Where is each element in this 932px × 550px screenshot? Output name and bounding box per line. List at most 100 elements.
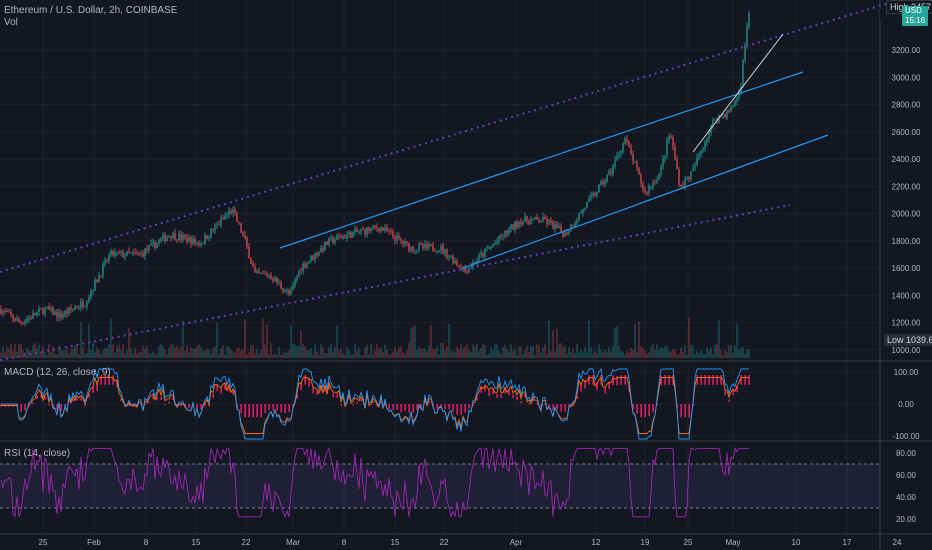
- macd-label: MACD (12, 26, close, 9): [4, 367, 111, 378]
- volume-bar: [104, 348, 106, 358]
- macd-histogram-bar: [32, 402, 34, 405]
- macd-histogram-bar: [576, 395, 578, 400]
- volume-bar: [422, 349, 424, 358]
- candle-body: [734, 101, 736, 107]
- candle-body: [452, 256, 454, 264]
- candle-body: [220, 218, 222, 226]
- macd-histogram-bar: [604, 387, 606, 394]
- candle-body: [642, 183, 644, 190]
- volume-bar: [416, 349, 418, 358]
- volume-bar: [46, 354, 48, 358]
- candle-body: [130, 252, 132, 254]
- volume-bar: [188, 352, 190, 358]
- volume-bar: [644, 350, 646, 358]
- macd-histogram-bar: [400, 404, 402, 413]
- macd-histogram-bar: [164, 404, 166, 406]
- candle-body: [488, 248, 490, 249]
- volume-bar: [38, 344, 40, 358]
- candle-body: [560, 226, 562, 232]
- macd-histogram-bar: [228, 384, 230, 392]
- macd-histogram-bar: [728, 399, 730, 402]
- candle-body: [538, 219, 540, 223]
- macd-histogram-bar: [680, 404, 682, 418]
- candle-body: [46, 306, 48, 308]
- candle-body: [342, 236, 344, 239]
- volume-bar: [740, 347, 742, 358]
- candle-body: [568, 230, 570, 234]
- candle-body: [292, 285, 294, 290]
- low-label: Low: [887, 335, 904, 345]
- volume-bar: [246, 354, 248, 358]
- candle-body: [226, 214, 228, 217]
- lower-dotted-channel: [0, 204, 791, 361]
- candle-body: [336, 235, 338, 240]
- candle-body: [588, 198, 590, 202]
- macd-histogram-bar: [188, 404, 190, 409]
- macd-histogram-bar: [348, 395, 350, 399]
- volume-bar: [706, 346, 708, 358]
- macd-histogram-bar: [128, 404, 130, 406]
- candle-body: [482, 253, 484, 257]
- time-tick-label: 10: [792, 538, 801, 547]
- volume-bar: [146, 346, 148, 358]
- candle-body: [500, 235, 502, 238]
- candle-body: [460, 266, 462, 271]
- candle-body: [394, 236, 396, 241]
- volume-bar: [264, 344, 266, 358]
- macd-histogram-bar: [144, 404, 146, 406]
- volume-bar: [660, 346, 662, 358]
- price-tick-label: 1400.00: [892, 291, 921, 300]
- volume-bar: [26, 347, 28, 358]
- time-tick-label: 22: [242, 538, 251, 547]
- candle-body: [238, 222, 240, 224]
- volume-bar: [366, 344, 368, 358]
- volume-bar: [702, 353, 704, 358]
- macd-histogram-bar: [200, 404, 202, 410]
- macd-histogram-bar: [372, 401, 374, 404]
- rsi-tick-label: 40.00: [896, 493, 917, 502]
- macd-histogram-bar: [180, 404, 182, 407]
- volume-bar: [656, 344, 658, 358]
- volume-bar: [602, 352, 604, 358]
- volume-bar: [488, 353, 490, 358]
- candle-body: [688, 177, 690, 180]
- macd-histogram-bar: [508, 389, 510, 396]
- macd-histogram-bar: [60, 404, 62, 411]
- volume-bar: [414, 325, 416, 358]
- candle-body: [378, 228, 380, 232]
- macd-histogram-bar: [232, 389, 234, 395]
- volume-bar: [182, 320, 184, 358]
- candle-body: [62, 314, 64, 318]
- candle-body: [666, 140, 668, 156]
- volume-bar: [466, 343, 468, 358]
- steep-trend-line: [692, 33, 784, 153]
- volume-bar: [532, 345, 534, 358]
- macd-histogram-bar: [620, 375, 622, 385]
- macd-histogram-bar: [696, 375, 698, 385]
- volume-bar: [122, 344, 124, 358]
- candle-body: [280, 282, 282, 289]
- macd-histogram-bar: [252, 404, 254, 418]
- macd-histogram-bar: [648, 404, 650, 417]
- volume-bar: [456, 346, 458, 358]
- volume-bar: [158, 346, 160, 358]
- candle-body: [704, 142, 706, 149]
- low-label-tag: Low 1039.62: [884, 334, 932, 346]
- price-tick-label: 1200.00: [892, 319, 921, 328]
- candle-body: [604, 180, 606, 185]
- macd-histogram-bar: [156, 397, 158, 401]
- candle-body: [392, 231, 394, 237]
- volume-bar: [192, 348, 194, 358]
- candle-body: [4, 310, 6, 312]
- candle-body: [614, 159, 616, 166]
- macd-histogram-bar: [532, 399, 534, 402]
- candle-body: [598, 184, 600, 193]
- candle-body: [306, 262, 308, 268]
- volume-bar: [652, 343, 654, 358]
- price-tick-label: 2200.00: [892, 182, 921, 191]
- candle-body: [430, 244, 432, 245]
- macd-histogram-bar: [264, 404, 266, 413]
- candle-body: [8, 311, 10, 313]
- volume-bar: [710, 347, 712, 358]
